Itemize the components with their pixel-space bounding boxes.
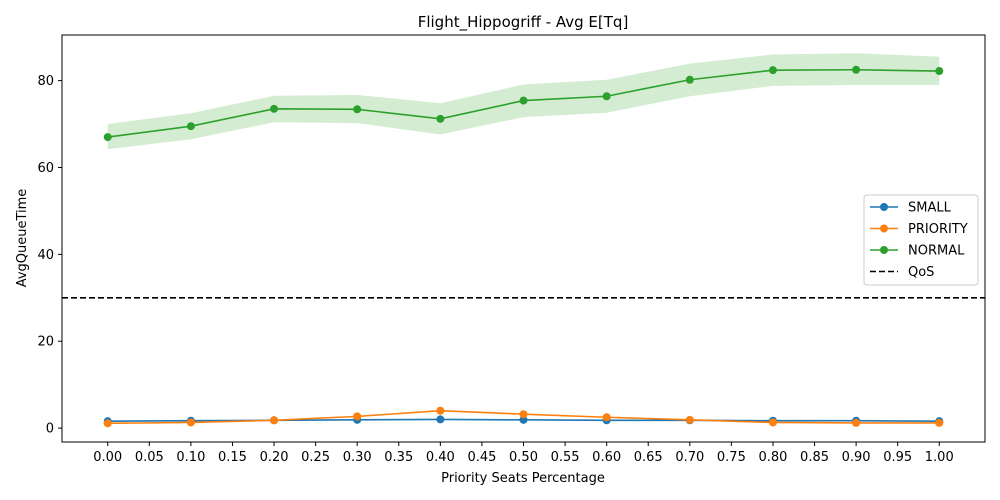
- x-tick-label: 0.95: [883, 450, 912, 465]
- legend-label-qos: QoS: [908, 265, 934, 280]
- legend-marker-normal: [880, 246, 888, 254]
- y-tick-label: 20: [37, 335, 54, 350]
- x-tick-label: 0.35: [384, 450, 413, 465]
- legend-marker-priority: [880, 224, 888, 233]
- x-tick-label: 0.45: [467, 450, 496, 465]
- x-tick-label: 0.20: [260, 450, 289, 465]
- x-tick-label: 0.70: [675, 450, 704, 465]
- chart-title: Flight_Hippogriff - Avg E[Tq]: [418, 13, 629, 32]
- y-tick-label: 80: [37, 74, 54, 89]
- plot-area: [62, 53, 985, 428]
- x-tick-label: 0.60: [592, 450, 621, 465]
- data-point-small: [519, 415, 528, 424]
- legend-box: [863, 194, 979, 286]
- data-point-priority: [186, 418, 195, 427]
- x-tick-label: 1.00: [925, 450, 954, 465]
- legend-label-priority: PRIORITY: [908, 222, 968, 237]
- data-point-priority: [602, 413, 611, 422]
- data-point-priority: [852, 418, 861, 427]
- data-point-normal: [186, 122, 195, 131]
- data-point-small: [436, 415, 445, 424]
- data-point-priority: [103, 419, 112, 428]
- data-point-priority: [519, 410, 528, 419]
- data-point-normal: [685, 75, 694, 84]
- data-point-normal: [935, 67, 944, 76]
- data-point-normal: [602, 92, 611, 101]
- x-tick-label: 0.40: [426, 450, 455, 465]
- data-point-normal: [103, 133, 112, 142]
- y-tick-label: 60: [37, 161, 54, 176]
- x-tick-label: 0.80: [758, 450, 787, 465]
- data-point-normal: [768, 66, 777, 75]
- data-point-normal: [436, 114, 445, 123]
- legend: SMALL PRIORITY NORMAL QoS: [863, 194, 979, 286]
- data-point-normal: [270, 104, 279, 113]
- data-point-priority: [353, 412, 362, 421]
- x-tick-label: 0.65: [634, 450, 663, 465]
- x-tick-label: 0.85: [800, 450, 829, 465]
- legend-label-normal: NORMAL: [908, 244, 965, 259]
- data-point-normal: [353, 105, 362, 114]
- legend-marker-small: [880, 203, 888, 211]
- x-tick-label: 0.90: [842, 450, 871, 465]
- data-point-priority: [768, 418, 777, 427]
- data-point-priority: [685, 415, 694, 424]
- legend-label-small: SMALL: [908, 201, 952, 216]
- y-axis: 0 20 40 60 80: [37, 74, 62, 437]
- y-axis-label: AvgQueueTime: [15, 189, 30, 288]
- x-tick-label: 0.75: [717, 450, 746, 465]
- y-tick-label: 40: [37, 248, 54, 263]
- y-tick-label: 0: [46, 422, 54, 437]
- x-tick-label: 0.50: [509, 450, 538, 465]
- x-tick-label: 0.00: [93, 450, 122, 465]
- data-point-priority: [935, 418, 944, 427]
- x-tick-label: 0.15: [218, 450, 247, 465]
- x-tick-label: 0.25: [301, 450, 330, 465]
- data-point-normal: [852, 65, 861, 74]
- x-axis-label: Priority Seats Percentage: [441, 471, 605, 486]
- data-point-priority: [270, 416, 279, 425]
- data-point-normal: [519, 96, 528, 105]
- x-tick-label: 0.10: [176, 450, 205, 465]
- x-tick-label: 0.30: [343, 450, 372, 465]
- x-tick-label: 0.55: [551, 450, 580, 465]
- data-point-priority: [436, 406, 445, 415]
- x-axis: 0.00 0.05 0.10 0.15 0.20 0.25 0.30 0.35 0.40 0.45…: [93, 442, 954, 465]
- x-tick-label: 0.05: [135, 450, 164, 465]
